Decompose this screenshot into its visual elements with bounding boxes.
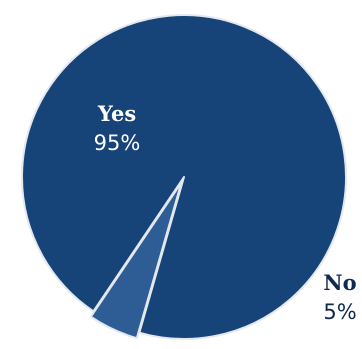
pie-labels: Yes 95% No 5% bbox=[94, 101, 357, 324]
slice-percent-no: 5% bbox=[323, 300, 356, 324]
pie-slice-no bbox=[89, 181, 183, 340]
pie-slice-yes bbox=[21, 14, 347, 340]
slice-label-yes: Yes bbox=[97, 101, 136, 126]
slice-label-no: No bbox=[323, 270, 356, 295]
slice-percent-yes: 95% bbox=[94, 131, 141, 155]
pie-slices bbox=[21, 14, 347, 340]
